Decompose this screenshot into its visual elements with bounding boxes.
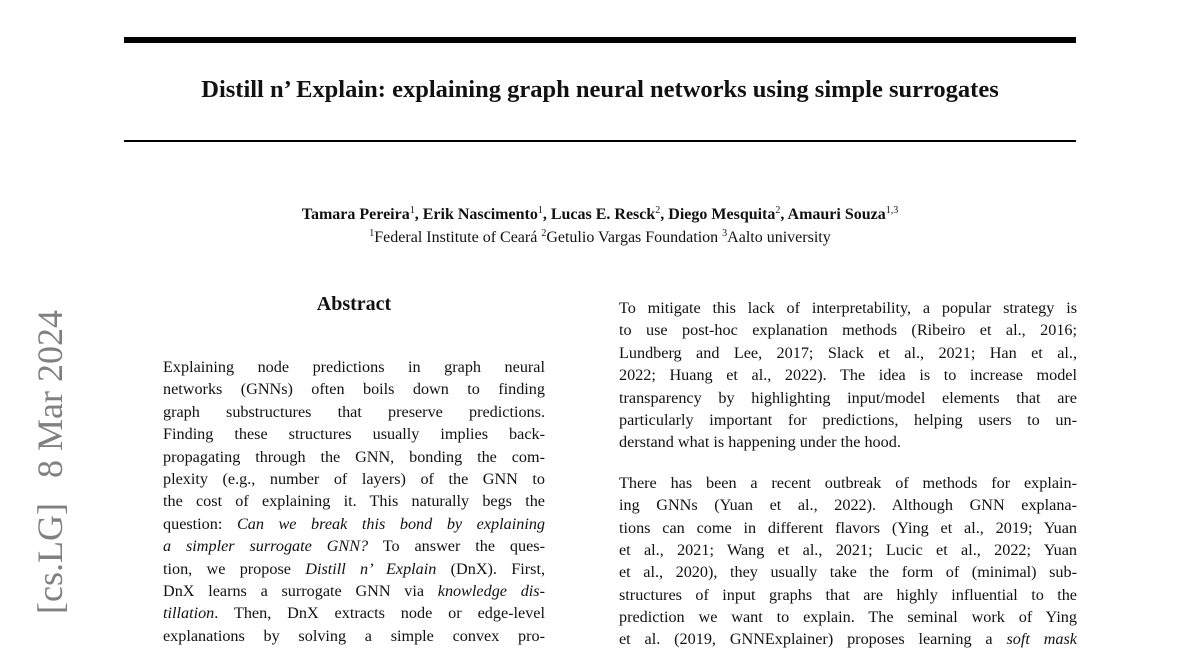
text-line: a simpler surrogate GNN? To answer the q… xyxy=(163,535,545,557)
author-name: Tamara Pereira xyxy=(301,206,410,223)
text-segment: ing GNNs (Yuan et al., 2022). Although G… xyxy=(619,496,1077,515)
text-segment: particularly important for predictions, … xyxy=(619,410,1077,429)
italic-text: a simpler surrogate GNN? xyxy=(163,537,369,556)
affiliation-marker: 1 xyxy=(537,205,543,216)
text-segment: plexity (e.g., number of layers) of the … xyxy=(163,469,545,488)
text-line: the cost of explaining it. This naturall… xyxy=(163,490,545,512)
italic-text: soft mask xyxy=(1006,630,1077,649)
text-segment: tions can come in different flavors (Yin… xyxy=(619,518,1077,537)
abstract-heading: Abstract xyxy=(316,293,392,315)
text-segment: tion, we propose xyxy=(163,559,306,578)
introduction-body: To mitigate this lack of interpretabilit… xyxy=(619,297,1077,651)
text-segment: Lundberg and Lee, 2017; Slack et al., 20… xyxy=(619,343,1077,362)
affiliation-marker: 1 xyxy=(409,205,415,216)
text-line: Lundberg and Lee, 2017; Slack et al., 20… xyxy=(619,342,1077,364)
text-segment: . Then, DnX extracts node or edge-level xyxy=(214,604,545,623)
paper-title: Distill n’ Explain: explaining graph neu… xyxy=(201,76,999,103)
text-line: structures of input graphs that are high… xyxy=(619,584,1077,606)
text-segment: et al., 2020), they usually take the for… xyxy=(619,563,1077,582)
text-line: tillation. Then, DnX extracts node or ed… xyxy=(163,602,545,624)
affiliation-marker: 2 xyxy=(775,205,781,216)
text-line: graph substructures that preserve predic… xyxy=(163,401,545,423)
italic-text: tillation xyxy=(163,604,215,623)
affiliation-name: Aalto university xyxy=(727,229,831,246)
text-line: tions can come in different flavors (Yin… xyxy=(619,517,1077,539)
arxiv-stamp: [cs.LG] 8 Mar 2024 xyxy=(29,302,71,622)
text-segment: networks (GNNs) often boils down to find… xyxy=(163,380,545,399)
text-line: Explaining node predictions in graph neu… xyxy=(163,356,545,378)
text-line: derstand what is happening under the hoo… xyxy=(619,431,1077,453)
text-segment: To mitigate this lack of interpretabilit… xyxy=(619,299,1077,317)
italic-text: Distill n’ Explain xyxy=(305,559,437,578)
text-segment: question: xyxy=(163,514,237,533)
text-line: 2022; Huang et al., 2022). The idea is t… xyxy=(619,364,1077,386)
affiliation-marker: 1,3 xyxy=(885,205,899,216)
text-line: transparency by highlighting input/model… xyxy=(619,387,1077,409)
title-bottom-rule xyxy=(124,140,1076,142)
text-line: to use post-hoc explanation methods (Rib… xyxy=(619,319,1077,341)
text-segment: et al., 2021; Wang et al., 2021; Lucic e… xyxy=(619,540,1077,559)
affiliation-marker: 3 xyxy=(722,228,728,239)
text-line: explanations by solving a simple convex … xyxy=(163,625,545,647)
text-line: prediction we want to explain. The semin… xyxy=(619,606,1077,628)
text-line: et al., 2020), they usually take the for… xyxy=(619,561,1077,583)
affiliation-name: Getulio Vargas Foundation xyxy=(546,229,719,246)
arxiv-date: 8 Mar 2024 xyxy=(30,310,70,479)
text-segment: (DnX). First, xyxy=(436,559,545,578)
text-segment: explanations by solving a simple convex … xyxy=(163,626,545,645)
text-line: question: Can we break this bond by expl… xyxy=(163,513,545,535)
affiliation-marker: 2 xyxy=(541,228,547,239)
text-segment: To answer the ques- xyxy=(368,537,545,556)
text-segment: Explaining node predictions in graph neu… xyxy=(163,358,545,376)
text-segment: transparency by highlighting input/model… xyxy=(619,388,1077,407)
text-line: plexity (e.g., number of layers) of the … xyxy=(163,468,545,490)
text-line: ing GNNs (Yuan et al., 2022). Although G… xyxy=(619,494,1077,516)
text-segment: prediction we want to explain. The semin… xyxy=(619,608,1077,627)
text-line: et al. (2019, GNNExplainer) proposes lea… xyxy=(619,628,1077,650)
author-list: Tamara Pereira1, Erik Nascimento1, Lucas… xyxy=(301,205,899,224)
text-segment: propagating through the GNN, bonding the… xyxy=(163,447,545,466)
text-segment: 2022; Huang et al., 2022). The idea is t… xyxy=(619,366,1077,385)
text-line: networks (GNNs) often boils down to find… xyxy=(163,378,545,400)
affiliation-name: Federal Institute of Ceará xyxy=(374,229,538,246)
text-line: There has been a recent outbreak of meth… xyxy=(619,472,1077,494)
abstract-body: Explaining node predictions in graph neu… xyxy=(163,356,545,647)
text-segment: There has been a recent outbreak of meth… xyxy=(619,473,1077,492)
author-name: Lucas E. Resck xyxy=(550,206,656,223)
text-segment: DnX learns a surrogate GNN via xyxy=(163,581,438,600)
text-line: propagating through the GNN, bonding the… xyxy=(163,446,545,468)
italic-text: knowledge dis- xyxy=(437,581,545,600)
text-segment: graph substructures that preserve predic… xyxy=(163,402,545,421)
author-name: Erik Nascimento xyxy=(422,206,538,223)
affiliation-marker: 2 xyxy=(655,205,661,216)
text-line: Finding these structures usually implies… xyxy=(163,423,545,445)
author-name: Diego Mesquita xyxy=(668,206,776,223)
italic-text: Can we break this bond by explaining xyxy=(236,514,545,533)
author-name: Amauri Souza xyxy=(787,206,886,223)
text-line: DnX learns a surrogate GNN via knowledge… xyxy=(163,580,545,602)
affiliation-marker: 1 xyxy=(369,228,375,239)
text-segment: to use post-hoc explanation methods (Rib… xyxy=(619,321,1077,340)
text-segment: structures of input graphs that are high… xyxy=(619,585,1077,604)
arxiv-category: [cs.LG] xyxy=(30,503,70,614)
text-segment: et al. (2019, GNNExplainer) proposes lea… xyxy=(619,630,1007,649)
text-line: To mitigate this lack of interpretabilit… xyxy=(619,297,1077,319)
text-line: et al., 2021; Wang et al., 2021; Lucic e… xyxy=(619,539,1077,561)
affiliations: 1Federal Institute of Ceará 2Getulio Var… xyxy=(0,229,1200,247)
text-segment: the cost of explaining it. This naturall… xyxy=(163,492,545,511)
text-segment: Finding these structures usually implies… xyxy=(163,425,545,444)
top-rule xyxy=(124,37,1076,43)
text-line: particularly important for predictions, … xyxy=(619,409,1077,431)
text-segment: derstand what is happening under the hoo… xyxy=(619,433,901,452)
text-line: tion, we propose Distill n’ Explain (DnX… xyxy=(163,558,545,580)
